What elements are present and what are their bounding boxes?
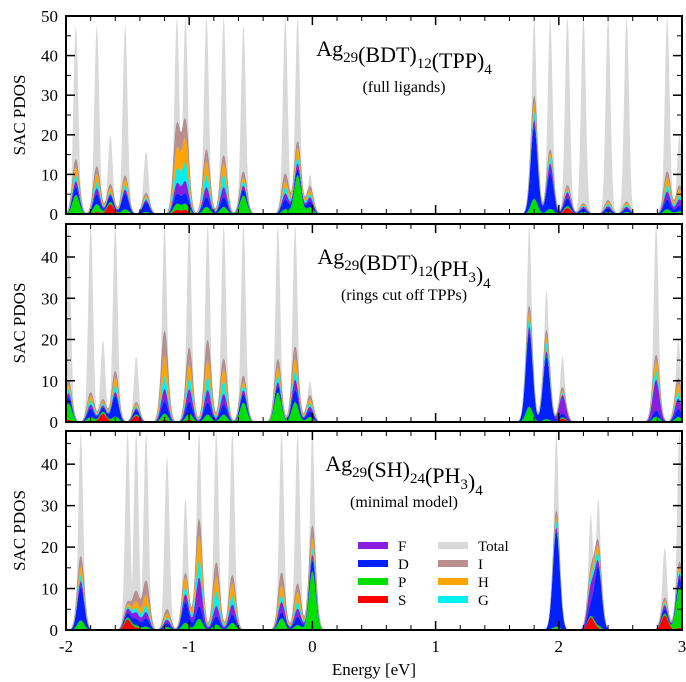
x-tick-label: 3	[678, 637, 686, 656]
title-subscript: 29	[343, 50, 358, 66]
panel-frame-minimal	[65, 430, 683, 631]
y-axis-title: SAC PDOS	[10, 283, 29, 364]
x-axis-title: Energy [eV]	[332, 660, 416, 679]
panel-subtitle: (full ligands)	[362, 79, 445, 96]
legend-label-Total: Total	[478, 539, 509, 555]
title-segment: (PH	[425, 463, 461, 488]
y-tick-label: 40	[41, 47, 58, 66]
y-tick-label: 10	[41, 372, 58, 391]
y-tick-label: 40	[41, 248, 58, 267]
y-tick-label: 40	[41, 455, 58, 474]
x-tick-label: 1	[431, 637, 440, 656]
y-tick-label: 0	[50, 413, 59, 432]
legend-swatch-P	[358, 578, 388, 585]
panel-title: Ag29(SH)24(PH3)4	[325, 451, 483, 499]
stack-outline-full	[66, 95, 682, 214]
y-tick-label: 20	[41, 126, 58, 145]
x-tick-label: -1	[182, 637, 196, 656]
y-tick-label: 50	[41, 7, 58, 26]
band-S-minimal	[66, 615, 682, 630]
legend-swatch-Total	[438, 542, 468, 549]
title-subscript: 29	[352, 465, 367, 481]
legend-label-F: F	[398, 539, 406, 555]
title-subscript: 3	[468, 270, 476, 286]
panel-subtitle: (minimal model)	[350, 494, 458, 511]
title-subscript: 12	[417, 56, 432, 72]
panel-frame-cut	[65, 223, 683, 423]
plot-area-cut	[66, 224, 682, 422]
band-P-cut	[66, 392, 682, 422]
y-tick-label: 20	[41, 538, 58, 557]
panel-title: Ag29(BDT)12(TPP)4	[316, 36, 492, 78]
band-G-full	[66, 111, 682, 214]
y-tick-label: 20	[41, 331, 58, 350]
title-subscript: 3	[460, 477, 468, 493]
plot-area-full	[66, 16, 682, 214]
legend-swatch-F	[358, 542, 388, 549]
legend-swatch-S	[358, 596, 388, 603]
legend-label-H: H	[478, 575, 489, 591]
legend-label-S: S	[398, 593, 406, 609]
title-segment: Ag	[317, 244, 344, 269]
title-segment: Ag	[316, 36, 343, 61]
stack-outline-cut	[66, 305, 682, 422]
title-segment: (TPP)	[432, 48, 485, 73]
legend-swatch-D	[358, 560, 388, 567]
legend-label-I: I	[478, 557, 483, 573]
band-I-full	[66, 95, 682, 214]
legend-label-G: G	[478, 593, 489, 609]
band-D-minimal	[66, 531, 682, 630]
legend-swatch-G	[438, 596, 468, 603]
band-D-full	[66, 127, 682, 214]
y-tick-label: 30	[41, 289, 58, 308]
title-subscript: 29	[344, 258, 359, 274]
y-tick-label: 0	[50, 621, 59, 640]
title-subscript: 24	[410, 471, 426, 487]
title-subscript: 4	[484, 62, 492, 78]
title-subscript: 12	[418, 264, 433, 280]
legend-swatch-H	[438, 578, 468, 585]
title-subscript: 4	[475, 483, 483, 499]
band-F-full	[66, 119, 682, 214]
y-tick-label: 30	[41, 497, 58, 516]
panel-subtitle: (rings cut off TPPs)	[341, 287, 467, 304]
y-tick-label: 0	[50, 205, 59, 224]
title-segment: (BDT)	[359, 250, 418, 275]
title-segment: (SH)	[367, 457, 410, 482]
legend-label-D: D	[398, 557, 409, 573]
y-axis-title: SAC PDOS	[10, 75, 29, 156]
total-dos-full	[66, 16, 682, 214]
band-H-full	[66, 103, 682, 214]
title-segment: (BDT)	[358, 42, 417, 67]
panel-title: Ag29(BDT)12(PH3)4	[317, 244, 491, 292]
legend-label-P: P	[398, 575, 406, 591]
y-tick-label: 30	[41, 86, 58, 105]
title-segment: )	[476, 262, 483, 287]
x-tick-label: 2	[555, 637, 564, 656]
x-tick-label: 0	[308, 637, 317, 656]
title-segment: (PH	[433, 256, 469, 281]
band-I-cut	[66, 306, 682, 422]
legend-swatch-I	[438, 560, 468, 567]
y-axis-title: SAC PDOS	[10, 490, 29, 571]
title-segment: Ag	[325, 451, 352, 476]
band-H-minimal	[66, 516, 682, 630]
title-segment: )	[468, 469, 475, 494]
total-dos-minimal	[66, 431, 682, 630]
title-subscript: 4	[483, 276, 491, 292]
band-D-cut	[66, 332, 682, 422]
band-H-cut	[66, 312, 682, 422]
x-tick-label: -2	[59, 637, 73, 656]
y-tick-label: 10	[41, 165, 58, 184]
y-tick-label: 10	[41, 580, 58, 599]
